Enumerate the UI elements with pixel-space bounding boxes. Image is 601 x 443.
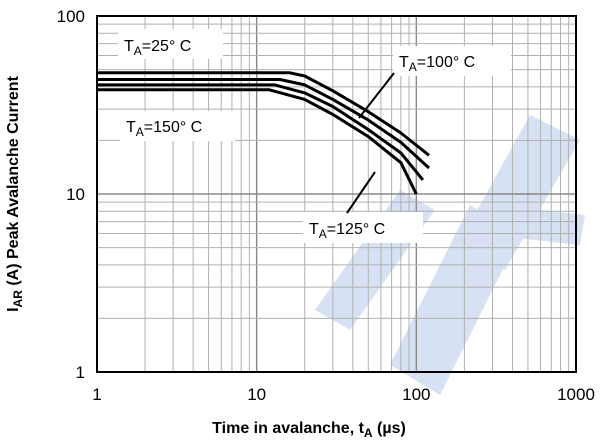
x-axis-label: Time in avalanche, tA (µs) (212, 420, 406, 440)
annotation-100c: TA=100° C (393, 46, 511, 76)
annotation-25c-box (118, 29, 223, 59)
annotation-150c-box (120, 111, 235, 141)
x-tick-label: 1 (92, 385, 101, 404)
y-tick-label: 10 (66, 185, 85, 204)
y-tick-label: 1 (76, 363, 85, 382)
annotation-100c-label: TA=100° C (399, 54, 475, 74)
annotation-125c-label: TA=125° C (309, 221, 385, 241)
series-line-1 (97, 78, 431, 170)
annotation-arrow-100c (358, 72, 395, 119)
watermark-shape-bar (490, 205, 585, 245)
y-tick-label: 100 (57, 7, 85, 26)
series-lines (97, 71, 431, 195)
series-line-0 (97, 71, 430, 157)
tick-labels: 1 10 100 1000 1 10 100 (57, 7, 595, 404)
annotation-150c-label: TA=150° C (126, 119, 202, 139)
annotation-25c-label: TA=25° C (124, 38, 191, 58)
annotation-25c: TA=25° C (118, 29, 223, 59)
y-axis-label: IAR (A) Peak Avalanche Current (5, 75, 25, 311)
plot-frame (96, 15, 577, 373)
annotation-100c-box (393, 46, 511, 76)
x-tick-label: 10 (247, 385, 266, 404)
annotation-125c-box (303, 212, 423, 243)
series-line-2 (97, 83, 425, 181)
x-tick-label: 1000 (557, 385, 595, 404)
x-tick-label: 100 (402, 385, 430, 404)
series-line-3 (97, 88, 418, 195)
annotation-arrow-125c (346, 171, 376, 214)
watermark (315, 115, 585, 395)
watermark-shape-right (455, 115, 580, 270)
annotation-125c: TA=125° C (303, 212, 423, 243)
annotation-150c: TA=150° C (120, 111, 235, 141)
